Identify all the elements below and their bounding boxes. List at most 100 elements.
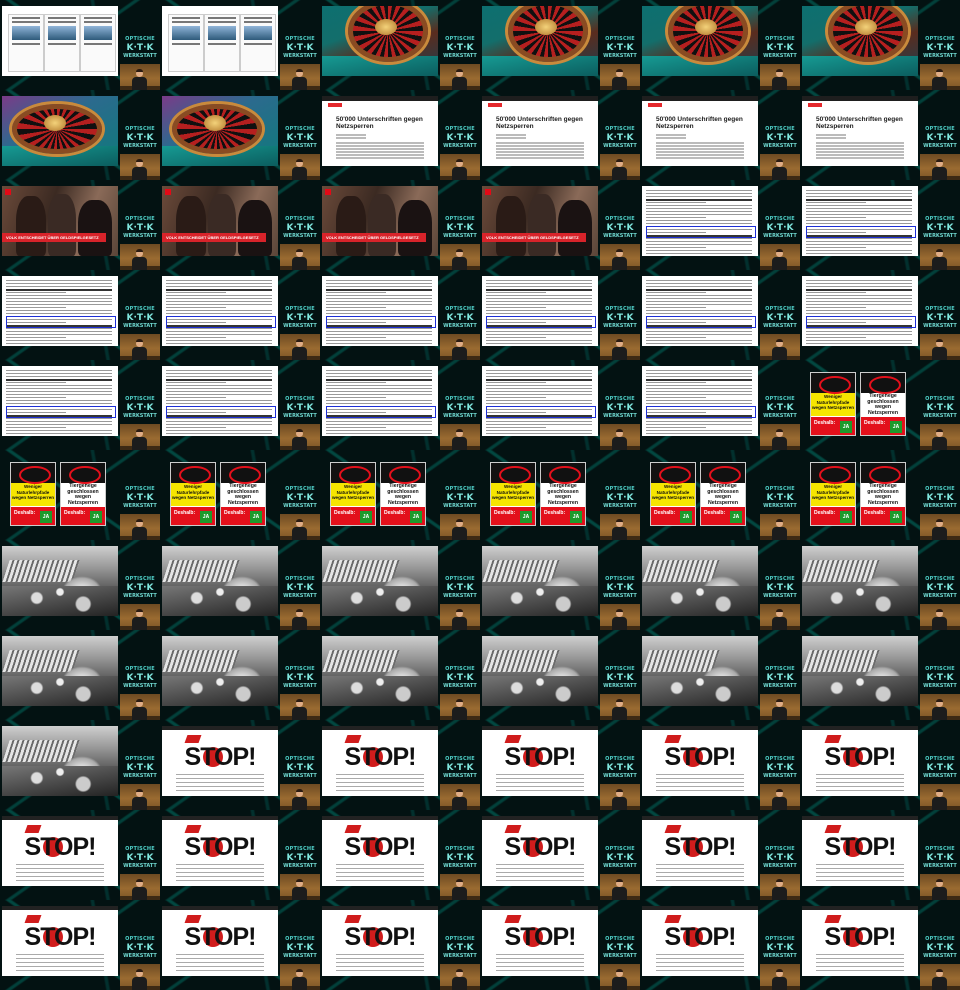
poster-footer: Deshalb: JA (701, 507, 745, 525)
site-header (482, 816, 598, 820)
text-line (166, 322, 226, 324)
video-frame: STOP! OPTISCHE K·T·K WERKSTATT (640, 720, 800, 810)
slide-news: 50'000 Unterschriften gegen Netzsperren (322, 96, 438, 166)
site-header (642, 816, 758, 820)
speaker-torso (292, 887, 307, 900)
tweet-image (84, 26, 112, 40)
text-line (6, 418, 112, 420)
brand-line: OPTISCHE (605, 306, 635, 312)
text-line (166, 394, 272, 396)
text-line (646, 196, 752, 198)
text-line (326, 418, 432, 420)
brand-line: OPTISCHE (765, 396, 795, 402)
text-line (496, 778, 584, 780)
speaker-torso (132, 797, 147, 810)
poster-cta: Deshalb: (384, 510, 406, 516)
slide-doc (802, 186, 918, 256)
speaker-webcam (600, 154, 640, 180)
speaker-hair (616, 339, 623, 342)
text-line (6, 307, 66, 309)
poster-cta: Deshalb: (494, 510, 516, 516)
text-line (16, 880, 104, 882)
speaker-hair (456, 789, 463, 792)
brand-logo: K·T·K (126, 853, 154, 863)
speaker-torso (932, 797, 947, 810)
speaker-head (776, 70, 783, 77)
text-line (656, 148, 744, 150)
brand-line: OPTISCHE (285, 576, 315, 582)
brand-line: WERKSTATT (763, 143, 797, 149)
tweet-line (12, 17, 40, 19)
slide-stop: STOP! (642, 726, 758, 796)
slide-posters: Weniger Naturlehrpfade wegen Netzsperren… (2, 456, 118, 526)
brand-logo: K·T·K (286, 673, 314, 683)
text-line (486, 307, 546, 309)
brand-line: WERKSTATT (603, 683, 637, 689)
speaker-webcam (120, 874, 160, 900)
text-line (336, 142, 424, 144)
slide-dam (162, 546, 278, 616)
poster-image (541, 463, 585, 484)
text-line (176, 778, 264, 780)
text-line (816, 962, 904, 964)
text-line (486, 403, 592, 405)
video-frame: Weniger Naturlehrpfade wegen Netzsperren… (160, 450, 320, 540)
party-logo (184, 825, 202, 833)
brand-line: OPTISCHE (925, 126, 955, 132)
text-line (646, 244, 752, 246)
brand-logo: K·T·K (446, 43, 474, 53)
text-line (166, 400, 272, 402)
video-frame: Weniger Naturlehrpfade wegen Netzsperren… (800, 360, 960, 450)
text-line (646, 337, 706, 339)
speaker-webcam (440, 514, 480, 540)
speaker-torso (452, 167, 467, 180)
tweet-line (244, 17, 272, 19)
text-line (646, 205, 752, 207)
text-line (336, 786, 424, 788)
slide-posters: Weniger Naturlehrpfade wegen Netzsperren… (642, 456, 758, 526)
brand-logo: K·T·K (766, 583, 794, 593)
channel-brand: OPTISCHE K·T·K WERKSTATT (121, 36, 159, 60)
text-line (806, 241, 912, 243)
brand-logo: K·T·K (766, 673, 794, 683)
slide-roulette (482, 6, 598, 76)
site-header (162, 816, 278, 820)
brand-line: OPTISCHE (285, 306, 315, 312)
text-line (326, 388, 432, 390)
speaker-hair (136, 519, 143, 522)
stop-hand-icon (203, 747, 223, 767)
brand-line: WERKSTATT (283, 233, 317, 239)
brand-line: WERKSTATT (763, 773, 797, 779)
video-frame: STOP! OPTISCHE K·T·K WERKSTATT (160, 900, 320, 990)
speaker-hair (936, 159, 943, 162)
speaker-webcam (920, 694, 960, 720)
speaker-torso (932, 347, 947, 360)
channel-brand: OPTISCHE K·T·K WERKSTATT (281, 36, 319, 60)
text-line (646, 421, 752, 423)
slide-posters: Weniger Naturlehrpfade wegen Netzsperren… (802, 456, 918, 526)
speaker-torso (772, 977, 787, 990)
wheel-hub (695, 19, 717, 35)
text-line (326, 280, 432, 282)
speaker-webcam (120, 784, 160, 810)
text-line (176, 880, 264, 882)
speaker-head (136, 70, 143, 77)
text-line (6, 379, 112, 381)
text-line (6, 397, 66, 399)
text-line (486, 325, 592, 327)
tweet-card (240, 14, 276, 72)
tweet-line (12, 21, 40, 23)
slide-posters: Weniger Naturlehrpfade wegen Netzsperren… (482, 456, 598, 526)
text-line (806, 232, 866, 234)
slide-doc (2, 366, 118, 436)
speaker-webcam (440, 154, 480, 180)
roulette-wheel (668, 6, 748, 62)
speaker-torso (452, 797, 467, 810)
slide-stop: STOP! (2, 906, 118, 976)
video-frame: OPTISCHE K·T·K WERKSTATT (160, 270, 320, 360)
text-line (646, 193, 752, 195)
channel-brand: OPTISCHE K·T·K WERKSTATT (601, 126, 639, 150)
text-line (646, 235, 752, 237)
video-frame: STOP! OPTISCHE K·T·K WERKSTATT (320, 810, 480, 900)
site-header (322, 726, 438, 730)
